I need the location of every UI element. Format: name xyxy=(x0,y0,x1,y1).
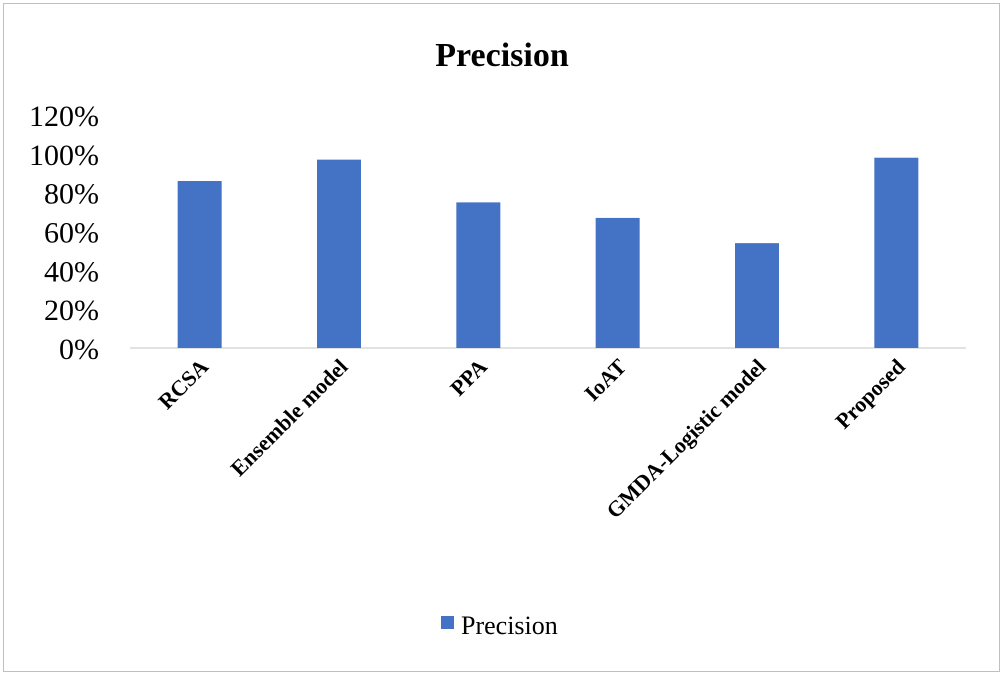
bar xyxy=(456,202,501,348)
y-tick-label: 40% xyxy=(44,255,99,288)
chart-title: Precision xyxy=(435,37,569,74)
y-tick-label: 120% xyxy=(29,100,99,133)
x-tick-label: Ensemble model xyxy=(226,354,353,481)
legend-swatch xyxy=(441,616,454,629)
y-tick-label: 60% xyxy=(44,217,99,250)
chart-frame xyxy=(3,3,1000,672)
legend-label: Precision xyxy=(461,611,558,640)
y-axis-tick-labels: 0% 20% 40% 60% 80% 100% 120% xyxy=(29,100,99,366)
bar xyxy=(735,243,779,348)
bar xyxy=(177,181,222,348)
bar xyxy=(595,217,640,348)
y-tick-label: 80% xyxy=(44,178,99,211)
x-tick-label: GMDA-Logistic model xyxy=(601,354,770,523)
bars xyxy=(177,157,919,348)
x-tick-label: IoAT xyxy=(579,354,631,406)
legend: Precision xyxy=(441,611,558,640)
y-tick-label: 0% xyxy=(59,333,99,366)
y-tick-label: 20% xyxy=(44,294,99,327)
bar xyxy=(874,157,919,348)
y-tick-label: 100% xyxy=(29,139,99,172)
x-tick-label: PPA xyxy=(445,354,492,401)
x-tick-label: RCSA xyxy=(153,354,213,414)
bar xyxy=(317,159,361,348)
x-tick-label: Proposed xyxy=(830,354,910,434)
